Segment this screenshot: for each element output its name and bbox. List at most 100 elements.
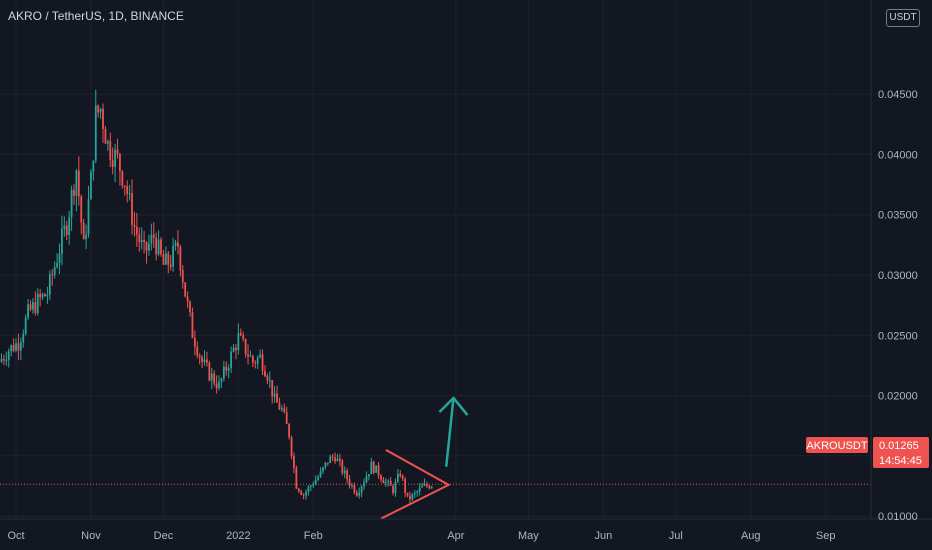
candle-body [428, 486, 431, 489]
candle-body [372, 461, 375, 473]
candle-body [295, 467, 298, 489]
candle-body [12, 345, 15, 351]
time-axis-label: Jun [594, 530, 612, 542]
candle-body [68, 216, 71, 235]
candle-body [336, 458, 339, 462]
candle-body [331, 456, 334, 458]
candle-body [61, 228, 63, 254]
candle-body [363, 482, 365, 487]
candle-body [63, 225, 66, 229]
candle-body [418, 487, 421, 492]
candle-body [41, 294, 44, 298]
candle-body [346, 470, 349, 480]
candle-body [254, 362, 257, 364]
arrow-shaft[interactable] [444, 397, 455, 467]
drawing-layer[interactable] [380, 396, 469, 520]
candle-body [164, 253, 167, 265]
candlestick-series[interactable] [0, 89, 433, 505]
time-axis-label: Feb [304, 530, 323, 542]
price-axis-label: 0.03000 [878, 270, 918, 282]
candle-body [140, 239, 143, 243]
candle-body [271, 380, 274, 397]
candle-body [34, 302, 37, 313]
candle-body [102, 108, 104, 129]
candle-body [198, 355, 201, 358]
candle-body [29, 304, 32, 310]
candle-body [382, 479, 385, 484]
candle-body [191, 312, 194, 338]
candle-body [239, 333, 242, 336]
candle-body [218, 381, 220, 389]
candle-body [249, 355, 252, 357]
candle-body [181, 270, 184, 283]
time-axis-label: May [518, 530, 539, 542]
candle-body [206, 359, 208, 363]
candle-body [365, 476, 368, 483]
candle-body [317, 476, 320, 481]
candle-body [148, 243, 150, 251]
candle-body [302, 494, 305, 496]
candle-body [430, 486, 433, 489]
candle-body [53, 267, 56, 276]
candle-body [283, 408, 286, 413]
arrow-head[interactable] [438, 396, 469, 416]
candle-body [22, 333, 25, 343]
candle-body [360, 486, 363, 493]
candle-body [305, 491, 307, 496]
candle-body [114, 149, 116, 167]
price-axis-label: 0.04000 [878, 149, 918, 161]
candle-body [319, 471, 322, 477]
candle-body [396, 473, 399, 482]
candle-body [77, 170, 80, 197]
candle-body [353, 484, 356, 493]
candle-body [242, 335, 245, 339]
candle-body [56, 262, 58, 268]
candle-body [46, 294, 49, 297]
candle-body [177, 242, 179, 247]
candle-body [70, 189, 73, 217]
candle-body [409, 495, 411, 500]
candle-body [189, 301, 191, 313]
candle-body [10, 345, 13, 352]
candle-body [322, 467, 324, 472]
candle-body [133, 224, 136, 227]
candle-body [288, 423, 291, 438]
candle-body [51, 274, 54, 276]
candle-body [380, 475, 382, 480]
candle-body [348, 479, 351, 486]
time-axis-label: Dec [154, 530, 174, 542]
candle-body [237, 333, 240, 351]
candle-body [203, 359, 206, 362]
candle-body [351, 484, 353, 486]
candle-body [111, 160, 114, 167]
candle-body [264, 370, 266, 377]
time-axis-label: Oct [7, 530, 24, 542]
currency-button[interactable]: USDT [886, 9, 920, 27]
candle-body [416, 491, 419, 493]
candle-body [167, 253, 170, 265]
candle-body [387, 480, 390, 482]
price-tag-value: 0.01265 [879, 440, 919, 452]
candle-body [276, 393, 278, 403]
candle-body [3, 358, 5, 361]
candle-body [297, 488, 300, 492]
triangle-pattern[interactable] [380, 449, 451, 520]
candle-body [85, 234, 87, 240]
candle-body [32, 302, 34, 310]
time-axis[interactable]: Oct Nov Dec 2022 Feb Apr May Jun Jul Aug Sep [7, 530, 835, 542]
candle-body [5, 359, 8, 361]
time-axis-label: Apr [447, 530, 464, 542]
candle-body [150, 234, 153, 244]
candle-body [307, 486, 310, 492]
candle-body [123, 185, 126, 187]
candle-body [27, 304, 29, 318]
candle-body [213, 373, 216, 384]
time-axis-label: Aug [741, 530, 761, 542]
price-axis-label: 0.02000 [878, 391, 918, 403]
candle-body [425, 483, 428, 487]
candle-body [392, 485, 394, 493]
candle-body [370, 461, 373, 475]
candle-body [312, 484, 315, 486]
candle-body [259, 354, 262, 358]
